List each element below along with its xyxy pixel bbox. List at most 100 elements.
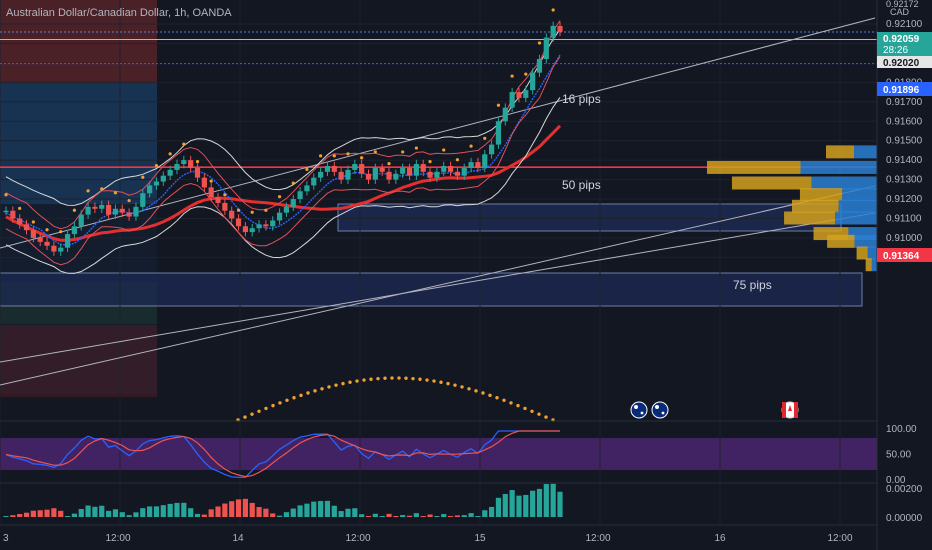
macd-histogram-bar [188, 508, 194, 517]
line-price-text-b: 0.91896 [883, 85, 920, 96]
psar-dot [236, 208, 241, 212]
psar-dot-lower [285, 398, 289, 402]
candle-body [283, 206, 290, 213]
lower-zone-rect[interactable] [0, 325, 157, 397]
macd-histogram-bar [502, 493, 508, 517]
buy-zone-rect[interactable] [0, 84, 157, 204]
psar-dot-lower [299, 393, 303, 398]
candle-body [181, 160, 187, 165]
candle-body [263, 224, 269, 227]
macd-histogram-bar [283, 512, 290, 517]
time-tick-label: 12:00 [585, 533, 610, 544]
sell-zone-rect[interactable] [0, 0, 157, 84]
macd-histogram-bar [324, 500, 331, 517]
support-box[interactable] [0, 272, 863, 307]
macd-histogram-bar [550, 483, 556, 517]
au-flag-icon[interactable] [651, 401, 669, 419]
macd-histogram-bar [201, 514, 207, 517]
candle-body [338, 171, 344, 180]
top-partial-price: 0.92172 [886, 0, 919, 9]
psar-dot [537, 41, 542, 45]
psar-dot-lower [271, 403, 275, 408]
volume-profile-sell-bar [854, 145, 877, 159]
candle-body [400, 167, 406, 174]
candle-body [379, 167, 385, 172]
candle-body [17, 218, 23, 225]
line-price-badge-a[interactable] [877, 56, 932, 68]
psar-dot-lower [425, 378, 429, 382]
macd-histogram-bar [352, 508, 358, 517]
macd-histogram-bar [51, 508, 57, 517]
keltner-lower [5, 56, 561, 266]
candle-body [235, 218, 242, 227]
psar-dot-lower [257, 409, 261, 413]
psar-dot-lower [481, 391, 485, 395]
macd-histogram-bar [229, 501, 235, 517]
macd-histogram-bar [523, 494, 529, 517]
candle-body [502, 107, 508, 122]
candle-body [58, 247, 64, 252]
macd-histogram-bar [78, 508, 84, 517]
macd-histogram-bar [71, 513, 77, 517]
candle-body [386, 171, 392, 180]
macd-histogram-bar [482, 510, 488, 517]
macd-histogram-bar [427, 514, 433, 517]
macd-histogram-bar [345, 508, 351, 517]
psar-dot-lower [264, 406, 268, 411]
psar-dot-lower [376, 376, 380, 381]
macd-histogram-bar [290, 508, 296, 517]
psar-dot-lower [383, 376, 387, 380]
time-tick-label: 3 [3, 533, 9, 544]
macd-histogram-bar [263, 508, 269, 517]
candle-body [406, 167, 413, 176]
candle-body [468, 162, 474, 168]
macd-histogram-bar [311, 501, 317, 517]
candle-body [434, 171, 440, 178]
psar-dot [291, 181, 295, 185]
volume-profile-sell-bar [842, 188, 877, 202]
candle-body [249, 228, 255, 233]
rsi-tick-label: 0.00 [886, 475, 906, 486]
macd-histogram-bar [119, 512, 125, 517]
psar-dot [305, 167, 309, 172]
candle-body [30, 230, 36, 238]
psar-dot-lower [523, 406, 527, 411]
candle-body [23, 224, 30, 231]
macd-histogram-bar [365, 516, 372, 517]
candle-body [229, 210, 235, 219]
ca-flag-icon[interactable] [781, 401, 799, 419]
volume-profile-buy-bar [731, 176, 812, 190]
candle-body [71, 226, 77, 235]
candle-body [256, 224, 262, 229]
line-price-badge-b[interactable] [877, 82, 932, 96]
macd-histogram-bar [160, 505, 166, 517]
candle-body [167, 169, 173, 176]
psar-dot-lower [320, 387, 324, 391]
psar-dot-lower [446, 381, 450, 386]
macd-histogram-bar [181, 502, 187, 517]
countdown-text: 28:26 [883, 45, 908, 56]
candle-body [92, 206, 98, 209]
volume-profile-sell-bar [854, 234, 877, 248]
candle-body [119, 208, 125, 213]
red-line-price-badge[interactable] [877, 248, 932, 262]
macd-histogram-bar [17, 514, 23, 517]
price-tick-label: 0.91700 [886, 97, 923, 108]
resistance-box[interactable] [337, 203, 842, 232]
candle-body [489, 144, 495, 155]
candle-body [393, 173, 399, 180]
price-tick-label: 0.91400 [886, 155, 923, 166]
candle-body [105, 204, 112, 215]
psar-dot [195, 160, 200, 164]
price-tick-label: 0.91300 [886, 175, 923, 186]
candle-body [290, 199, 296, 207]
au-flag-icon[interactable] [630, 401, 648, 419]
psar-dot [72, 208, 76, 212]
macd-histogram-bar [379, 516, 385, 517]
macd-histogram-bar [174, 502, 180, 517]
psar-dot [496, 103, 501, 107]
psar-dot-lower [362, 378, 366, 382]
current-price-badge[interactable] [877, 32, 932, 56]
